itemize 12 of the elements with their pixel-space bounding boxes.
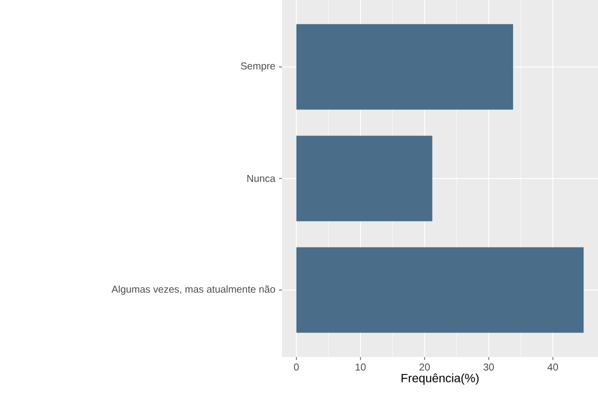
- bar: [296, 24, 514, 110]
- x-tick-label: 30: [484, 364, 494, 371]
- bar: [296, 136, 432, 222]
- x-axis-title: Frequência(%): [402, 373, 479, 385]
- y-tick-label: Nunca: [247, 175, 276, 182]
- x-tick-label: 10: [356, 364, 366, 371]
- y-tick-label: Sempre: [240, 62, 276, 72]
- bar: [296, 247, 584, 333]
- x-tick-label: 20: [420, 364, 430, 371]
- y-tick-label: Algumas vezes, mas atualmente não: [112, 285, 276, 295]
- x-tick-label: 40: [548, 364, 558, 371]
- x-tick-label: 0: [294, 364, 299, 371]
